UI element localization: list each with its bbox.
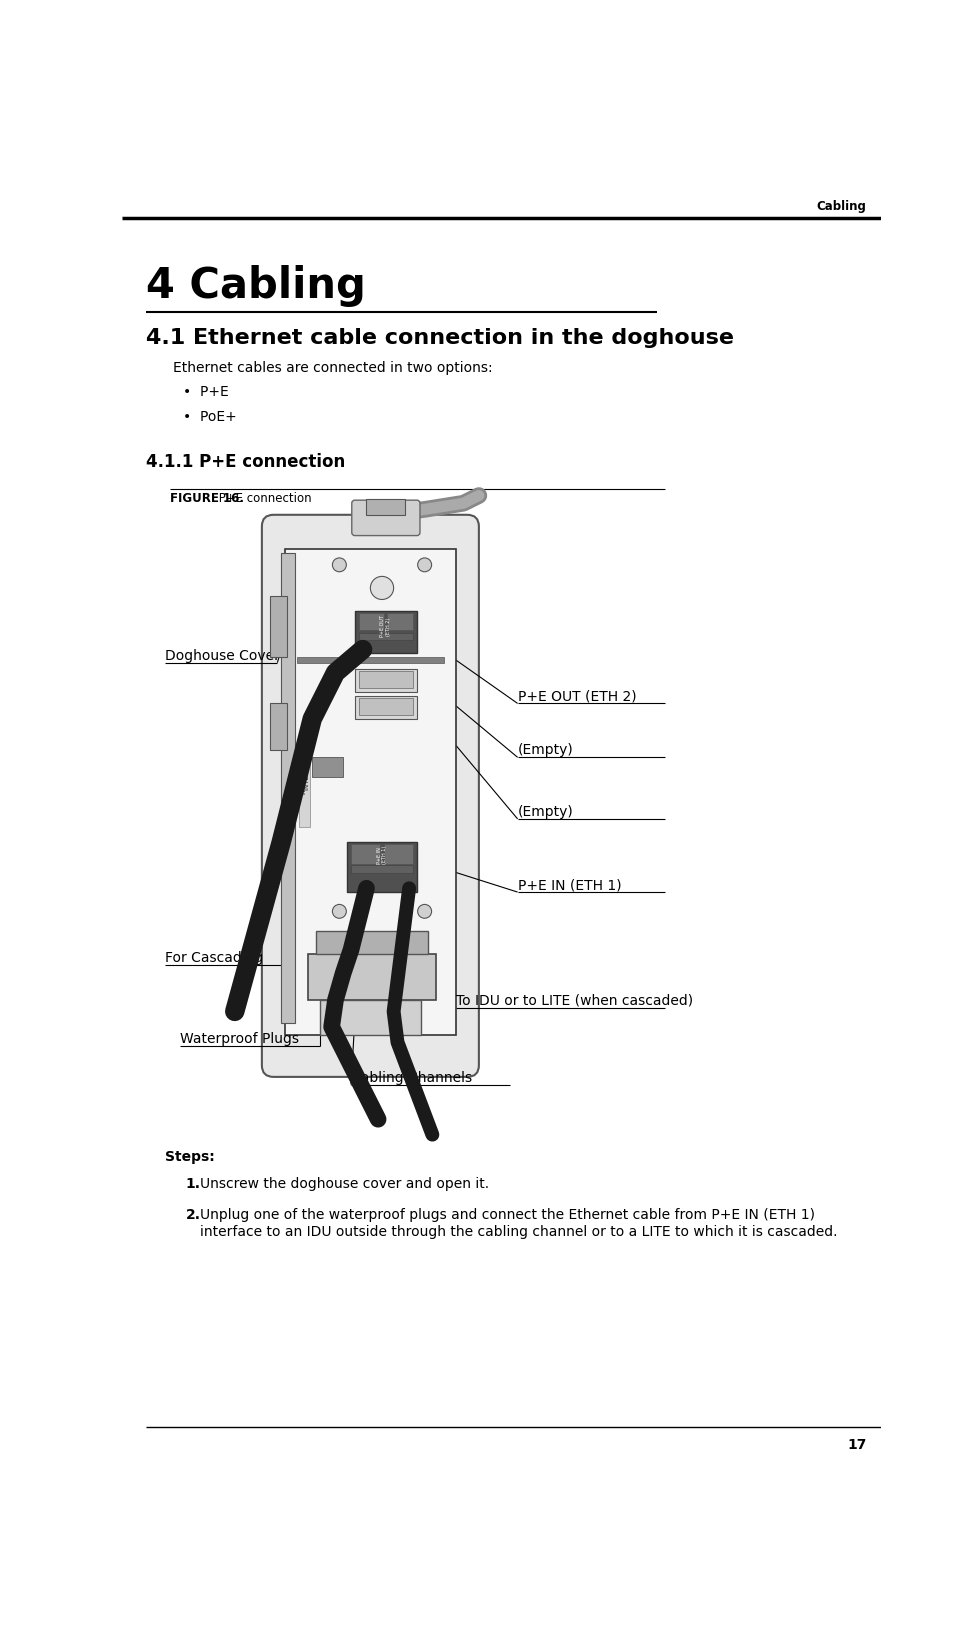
Bar [298,734,310,827]
Text: Ethernet cables are connected in two options:: Ethernet cables are connected in two opt… [172,361,492,374]
Text: Cabling: Cabling [816,200,866,213]
Text: 4.1 Ethernet cable connection in the doghouse: 4.1 Ethernet cable connection in the dog… [146,327,733,348]
Bar [387,613,413,630]
Text: To IDU or to LITE (when cascaded): To IDU or to LITE (when cascaded) [455,994,692,1007]
Text: 2.: 2. [186,1207,200,1222]
Bar [269,595,287,657]
Text: (Empty): (Empty) [517,805,573,818]
Text: INTERNAL: INTERNAL [303,755,309,791]
Bar [354,696,417,719]
Text: FIGURE 16.: FIGURE 16. [170,491,244,504]
Bar [281,553,295,1023]
Bar [354,612,417,654]
Ellipse shape [333,558,346,571]
Bar [285,550,455,1035]
Bar [358,633,413,641]
Text: Unscrew the doghouse cover and open it.: Unscrew the doghouse cover and open it. [200,1176,488,1191]
Text: INTERNAL: INTERNAL [301,766,307,794]
Bar [358,698,413,714]
Text: For Cascading: For Cascading [165,952,263,965]
Text: Unplug one of the waterproof plugs and connect the Ethernet cable from P+E IN (E: Unplug one of the waterproof plugs and c… [200,1207,814,1222]
Bar [366,499,405,514]
FancyBboxPatch shape [351,499,420,535]
Bar [358,670,413,688]
Bar [269,703,287,750]
Text: •  P+E: • P+E [183,386,228,400]
Ellipse shape [418,905,431,918]
Text: Steps:: Steps: [165,1150,214,1163]
Bar [316,931,428,953]
Text: Doghouse Cover: Doghouse Cover [165,649,280,662]
Bar [308,953,436,1001]
Text: 1.: 1. [186,1176,200,1191]
Bar [296,657,444,664]
Text: P+E IN (ETH 1): P+E IN (ETH 1) [517,879,621,892]
Text: P+E OUT
(ETH 2): P+E OUT (ETH 2) [380,615,391,638]
Ellipse shape [418,558,431,571]
Bar [384,844,413,864]
Bar [351,866,413,872]
Text: P+E IN
(ETH 1): P+E IN (ETH 1) [377,846,387,864]
Bar [320,1001,421,1035]
Text: 4 Cabling: 4 Cabling [146,265,365,306]
Text: •  PoE+: • PoE+ [183,410,237,425]
Text: 4.1.1 P+E connection: 4.1.1 P+E connection [146,454,344,472]
Text: P+E connection: P+E connection [215,491,312,504]
Ellipse shape [333,905,346,918]
Ellipse shape [370,576,393,599]
Text: (Empty): (Empty) [517,744,573,757]
Text: Cabling Channels: Cabling Channels [351,1071,471,1085]
Bar [358,613,384,630]
Bar [347,843,417,892]
Text: Waterproof Plugs: Waterproof Plugs [180,1032,299,1046]
Text: 17: 17 [846,1438,866,1451]
FancyBboxPatch shape [261,514,478,1077]
Bar [312,757,343,776]
Text: interface to an IDU outside through the cabling channel or to a LITE to which it: interface to an IDU outside through the … [200,1225,836,1238]
Bar [351,844,379,864]
Bar [354,669,417,691]
Text: P+E OUT (ETH 2): P+E OUT (ETH 2) [517,690,636,703]
